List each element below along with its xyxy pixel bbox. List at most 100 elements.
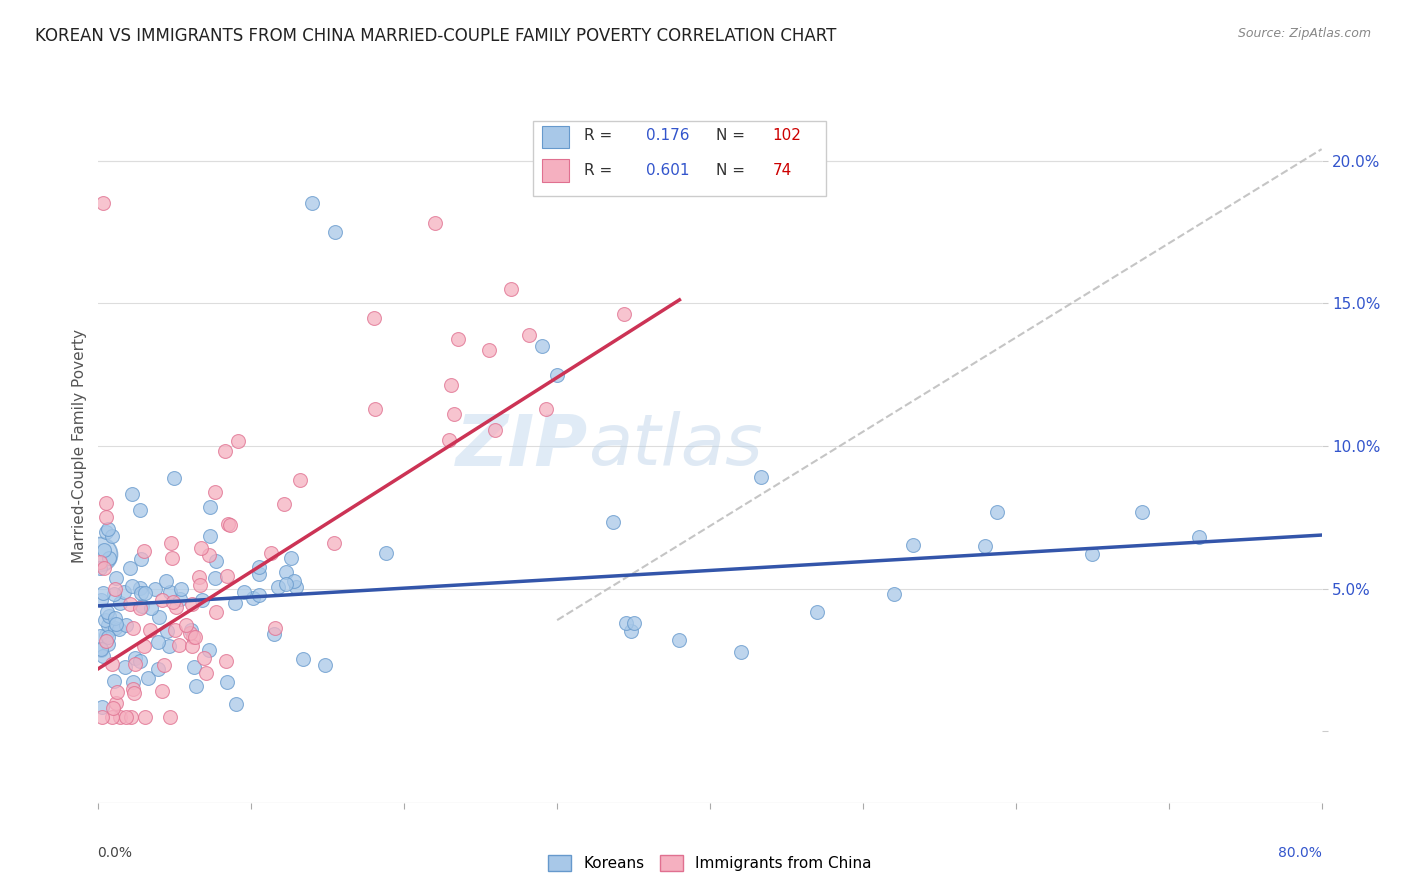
Point: [517, 327, 540, 342]
Point: [179, 626, 201, 640]
Point: [91, 710, 114, 724]
Point: [188, 570, 211, 584]
Point: [602, 516, 624, 530]
FancyBboxPatch shape: [543, 159, 569, 182]
Point: [613, 307, 636, 321]
Point: [224, 596, 246, 610]
Point: [96, 628, 118, 642]
Text: Source: ZipAtlas.com: Source: ZipAtlas.com: [1237, 27, 1371, 40]
Point: [129, 654, 152, 668]
Text: 74: 74: [772, 162, 792, 178]
Point: [122, 686, 145, 700]
Point: [114, 660, 136, 674]
Point: [188, 578, 211, 592]
Text: N =: N =: [716, 128, 749, 144]
Point: [103, 673, 125, 688]
Point: [534, 402, 557, 417]
Point: [97, 630, 120, 644]
Point: [301, 196, 323, 211]
Point: [155, 574, 177, 588]
Point: [375, 546, 398, 560]
Point: [139, 623, 162, 637]
Point: [132, 639, 155, 653]
Point: [104, 621, 127, 635]
Point: [129, 581, 152, 595]
Point: [247, 588, 270, 602]
Point: [263, 621, 285, 635]
Point: [94, 510, 117, 524]
Point: [478, 343, 501, 357]
Point: [108, 710, 131, 724]
Text: R =: R =: [583, 128, 617, 144]
Point: [90, 592, 112, 607]
Point: [169, 592, 191, 607]
Point: [163, 471, 186, 485]
Point: [184, 679, 207, 693]
Point: [97, 618, 120, 632]
Point: [94, 634, 117, 648]
Point: [129, 552, 152, 566]
Point: [314, 657, 336, 672]
Point: [103, 587, 125, 601]
Point: [225, 697, 247, 711]
Text: 102: 102: [772, 128, 801, 144]
Point: [226, 434, 249, 449]
Point: [181, 631, 204, 645]
Point: [322, 535, 344, 549]
Point: [141, 600, 163, 615]
Point: [101, 529, 124, 543]
Point: [530, 339, 553, 353]
FancyBboxPatch shape: [533, 121, 827, 196]
Point: [242, 591, 264, 605]
Legend: Koreans, Immigrants from China: Koreans, Immigrants from China: [543, 849, 877, 877]
Point: [423, 216, 446, 230]
Point: [614, 616, 637, 631]
Point: [105, 617, 128, 632]
Point: [440, 377, 463, 392]
Point: [108, 622, 131, 636]
Point: [94, 614, 117, 628]
Point: [90, 700, 112, 714]
Point: [484, 423, 506, 437]
Point: [89, 548, 111, 562]
Point: [280, 551, 302, 566]
Point: [105, 696, 128, 710]
Point: [218, 517, 240, 532]
Point: [364, 402, 387, 417]
Point: [160, 550, 183, 565]
Point: [150, 684, 173, 698]
Point: [134, 586, 156, 600]
Point: [1188, 530, 1211, 544]
Point: [124, 650, 146, 665]
Point: [131, 586, 153, 600]
Point: [134, 710, 156, 724]
Point: [215, 654, 238, 668]
Point: [274, 565, 297, 579]
Point: [974, 539, 997, 553]
Point: [204, 485, 226, 500]
Point: [162, 595, 184, 609]
Point: [217, 517, 239, 532]
Point: [131, 599, 153, 614]
Point: [325, 225, 347, 239]
Text: 0.176: 0.176: [647, 128, 690, 144]
Point: [204, 571, 226, 585]
Point: [163, 623, 186, 637]
Point: [97, 522, 120, 536]
Point: [198, 500, 221, 514]
Point: [195, 666, 218, 681]
Point: [91, 586, 114, 600]
Point: [215, 569, 238, 583]
Point: [157, 639, 180, 653]
Point: [363, 310, 385, 325]
Point: [118, 561, 141, 575]
Point: [153, 657, 176, 672]
Point: [90, 643, 112, 657]
Text: R =: R =: [583, 162, 617, 178]
Point: [447, 332, 470, 346]
Point: [620, 624, 643, 638]
Point: [273, 497, 295, 511]
Point: [97, 609, 120, 624]
Point: [93, 542, 115, 557]
Point: [205, 605, 228, 619]
